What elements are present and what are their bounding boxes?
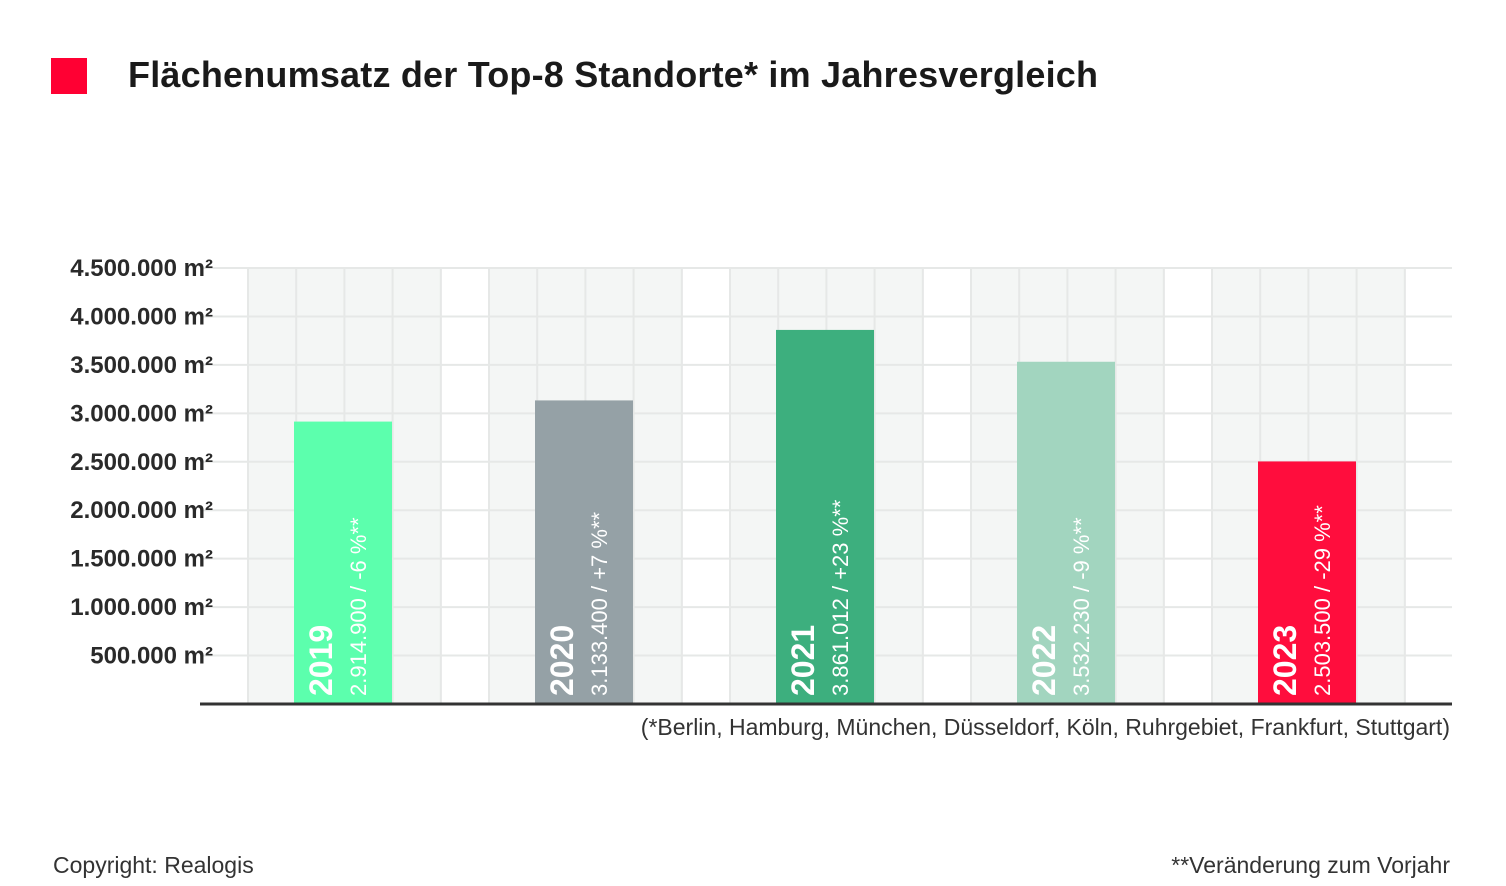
locations-footnote: (*Berlin, Hamburg, München, Düsseldorf, … — [640, 714, 1450, 740]
bar-value-label: 3.133.400 / +7 %** — [587, 511, 612, 696]
title-marker — [51, 58, 87, 94]
y-tick-label: 500.000 m² — [90, 643, 213, 670]
y-tick-label: 4.500.000 m² — [70, 255, 213, 282]
bar-2023 — [1258, 461, 1356, 704]
y-tick-label: 1.500.000 m² — [70, 546, 213, 573]
bar-year-label: 2020 — [544, 625, 580, 696]
y-tick-label: 2.000.000 m² — [70, 497, 213, 524]
bar-year-label: 2022 — [1026, 625, 1062, 696]
bar-2020 — [535, 400, 633, 704]
bar-2021 — [776, 329, 874, 704]
change-note: **Veränderung zum Vorjahr — [1171, 852, 1450, 878]
bar-value-label: 3.532.230 / -9 %** — [1069, 517, 1094, 696]
bar-value-label: 2.503.500 / -29 %** — [1310, 505, 1335, 696]
chart-title: Flächenumsatz der Top-8 Standorte* im Ja… — [128, 54, 1099, 95]
bar-year-label: 2023 — [1267, 625, 1303, 696]
bar-2019 — [294, 421, 392, 704]
y-tick-label: 4.000.000 m² — [70, 303, 213, 330]
bar-value-label: 2.914.900 / -6 %** — [346, 517, 371, 696]
bar-year-label: 2019 — [303, 625, 339, 696]
y-tick-label: 3.000.000 m² — [70, 400, 213, 427]
y-tick-label: 1.000.000 m² — [70, 594, 213, 621]
y-tick-label: 2.500.000 m² — [70, 449, 213, 476]
bar-year-label: 2021 — [785, 625, 821, 696]
y-tick-label: 3.500.000 m² — [70, 352, 213, 379]
bar-2022 — [1017, 361, 1115, 704]
bar-value-label: 3.861.012 / +23 %** — [828, 499, 853, 696]
y-axis-tick-labels: 500.000 m² 1.000.000 m² 1.500.000 m² 2.000.… — [70, 255, 213, 670]
copyright-text: Copyright: Realogis — [53, 852, 254, 878]
bars: 2019 2.914.900 / -6 %** 2020 3.133.400 / +7… — [294, 329, 1356, 704]
